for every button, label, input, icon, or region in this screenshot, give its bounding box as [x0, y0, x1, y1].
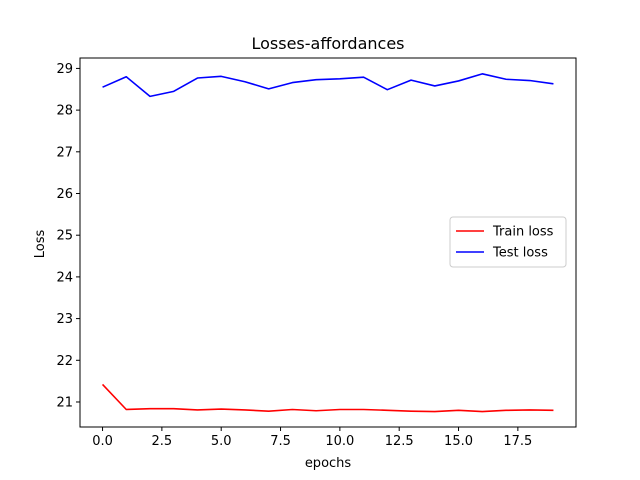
x-axis-label: epochs — [305, 456, 352, 471]
x-tick-label: 0.0 — [92, 434, 113, 449]
chart-title: Losses-affordances — [251, 34, 404, 53]
legend-label: Test loss — [492, 246, 548, 261]
x-tick-label: 5.0 — [211, 434, 232, 449]
y-tick-label: 23 — [56, 312, 73, 327]
y-tick-label: 24 — [56, 270, 73, 285]
x-tick-label: 15.0 — [444, 434, 473, 449]
series-line-train-loss — [101, 383, 554, 413]
y-tick-label: 27 — [56, 145, 73, 160]
x-tick-label: 10.0 — [325, 434, 354, 449]
x-tick-label: 7.5 — [270, 434, 291, 449]
plot-frame — [79, 57, 577, 428]
x-tick-label: 2.5 — [152, 434, 173, 449]
y-tick-label: 22 — [56, 354, 73, 369]
x-tick-label: 17.5 — [503, 434, 532, 449]
legend-label: Train loss — [492, 225, 554, 240]
x-tick-label: 12.5 — [385, 434, 414, 449]
y-tick-label: 21 — [56, 395, 73, 410]
y-tick-label: 28 — [56, 104, 73, 119]
y-axis-label: Loss — [33, 230, 48, 259]
series-line-test-loss — [102, 73, 554, 98]
legend-box — [449, 216, 567, 268]
y-tick-label: 25 — [56, 229, 73, 244]
y-tick-label: 26 — [56, 187, 73, 202]
y-tick-label: 29 — [56, 62, 73, 77]
